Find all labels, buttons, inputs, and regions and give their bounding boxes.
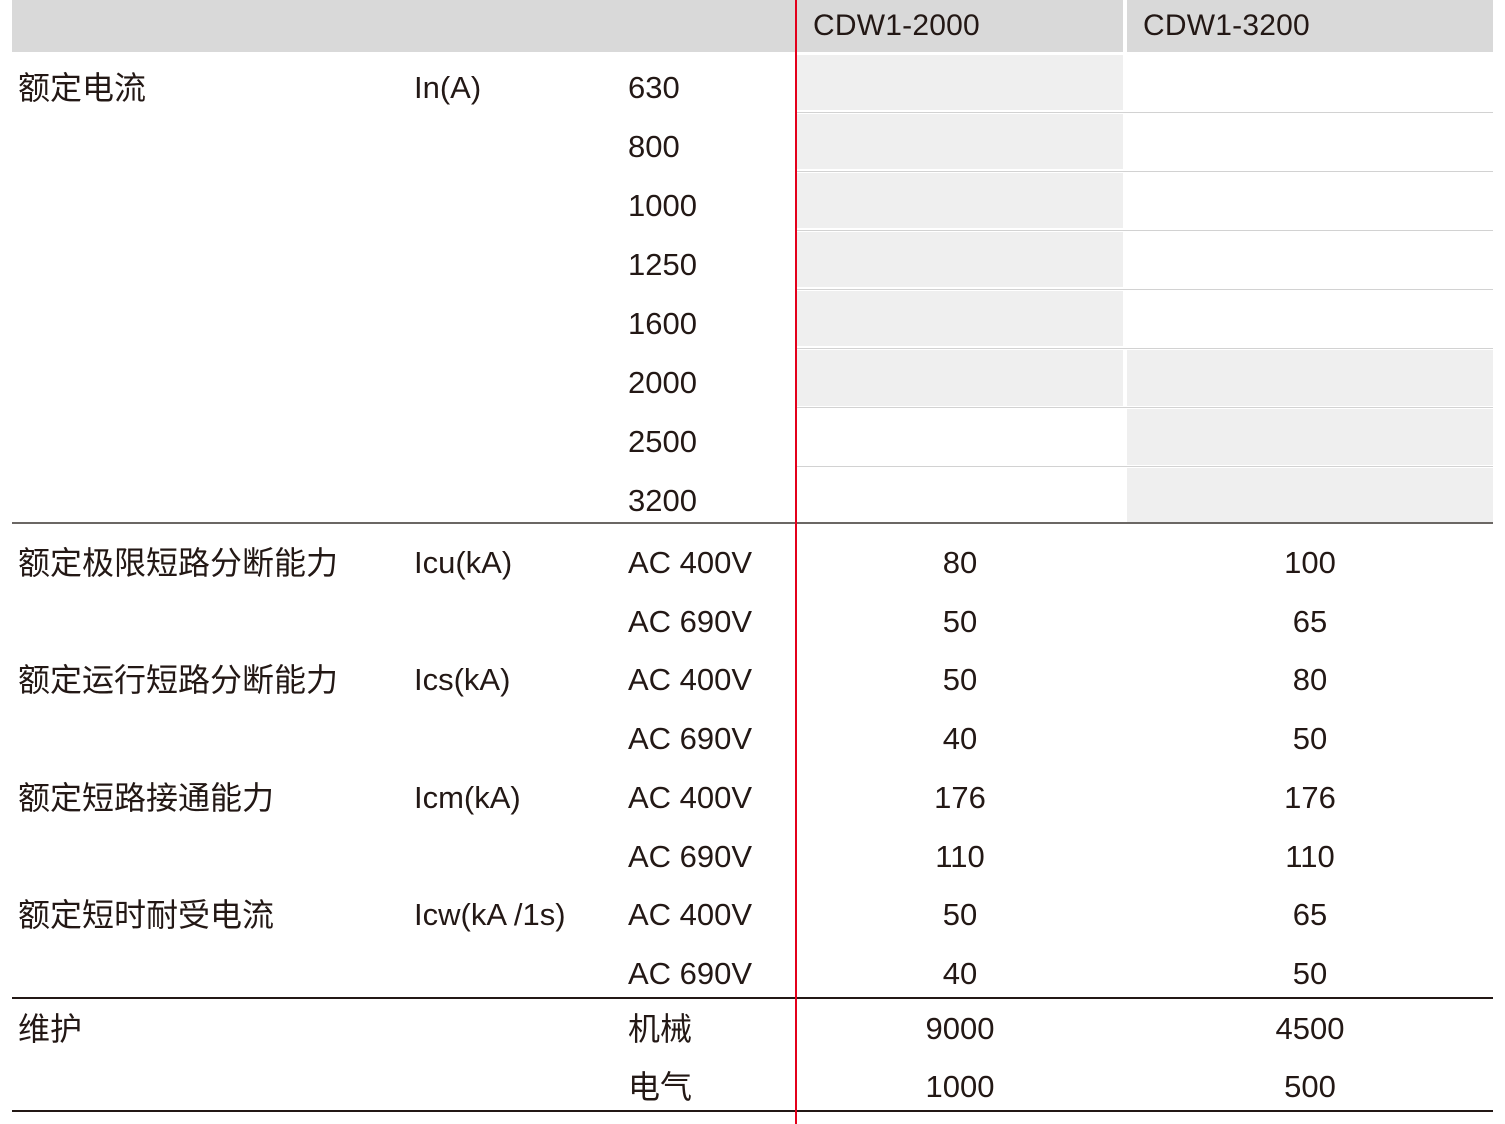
row-separator bbox=[797, 230, 1493, 231]
row-condition-2000: 2000 bbox=[628, 365, 697, 400]
column-header-cdw1-2000: CDW1-2000 bbox=[797, 0, 1123, 52]
row-condition-2500: 2500 bbox=[628, 424, 697, 459]
row-unit-ics: Ics(kA) bbox=[414, 662, 511, 697]
availability-shade-2000-1250 bbox=[797, 232, 1123, 287]
section-divider-2 bbox=[12, 997, 1493, 999]
row-separator bbox=[797, 289, 1493, 290]
value-cdw1-2000-icm-400: 176 bbox=[934, 780, 986, 815]
row-unit-icu: Icu(kA) bbox=[414, 545, 513, 580]
value-cdw1-3200-icu-400: 100 bbox=[1284, 545, 1336, 580]
value-cdw1-2000-icw-400: 50 bbox=[942, 897, 978, 932]
availability-shade-2000-2000 bbox=[797, 350, 1123, 406]
row-separator bbox=[797, 466, 1493, 467]
row-condition-1600: 1600 bbox=[628, 306, 697, 341]
row-condition-icw-690: AC 690V bbox=[628, 956, 753, 991]
row-condition-630: 630 bbox=[628, 70, 680, 105]
row-separator bbox=[797, 171, 1493, 172]
row-label-ics: 额定运行短路分断能力 bbox=[18, 662, 339, 698]
value-cdw1-2000-electrical: 1000 bbox=[925, 1069, 995, 1104]
row-separator bbox=[797, 407, 1493, 408]
row-separator bbox=[797, 112, 1493, 113]
availability-shade-2000-1000 bbox=[797, 173, 1123, 228]
row-condition-ics-400: AC 400V bbox=[628, 662, 753, 697]
row-unit-icw: Icw(kA /1s) bbox=[414, 897, 566, 932]
value-cdw1-3200-icw-400: 65 bbox=[1292, 897, 1328, 932]
availability-shade-2000-630 bbox=[797, 55, 1123, 110]
value-cdw1-2000-icu-400: 80 bbox=[942, 545, 978, 580]
availability-shade-2000-800 bbox=[797, 114, 1123, 169]
row-condition-1000: 1000 bbox=[628, 188, 697, 223]
value-cdw1-2000-icw-690: 40 bbox=[942, 956, 978, 991]
availability-shade-3200-3200 bbox=[1127, 468, 1493, 522]
row-condition-icu-400: AC 400V bbox=[628, 545, 753, 580]
row-label-icm: 额定短路接通能力 bbox=[18, 780, 275, 816]
value-cdw1-2000-ics-400: 50 bbox=[942, 662, 978, 697]
value-cdw1-3200-ics-690: 50 bbox=[1292, 721, 1328, 756]
row-condition-icu-690: AC 690V bbox=[628, 604, 753, 639]
row-unit-icm: Icm(kA) bbox=[414, 780, 521, 815]
row-condition-ics-690: AC 690V bbox=[628, 721, 753, 756]
row-condition-3200: 3200 bbox=[628, 483, 697, 518]
row-label-icu: 额定极限短路分断能力 bbox=[18, 545, 339, 581]
value-cdw1-3200-ics-400: 80 bbox=[1292, 662, 1328, 697]
availability-shade-2000-1600 bbox=[797, 291, 1123, 346]
row-unit-rated-current: In(A) bbox=[414, 70, 482, 105]
row-condition-electrical: 电气 bbox=[628, 1069, 693, 1105]
value-cdw1-2000-ics-690: 40 bbox=[942, 721, 978, 756]
row-label-icw: 额定短时耐受电流 bbox=[18, 897, 275, 933]
red-accent-rule bbox=[795, 0, 797, 1124]
table-bottom-rule bbox=[12, 1110, 1493, 1112]
availability-shade-3200-2500 bbox=[1127, 409, 1493, 465]
row-condition-800: 800 bbox=[628, 129, 680, 164]
row-label-rated-current: 额定电流 bbox=[18, 70, 147, 106]
value-cdw1-3200-icu-690: 65 bbox=[1292, 604, 1328, 639]
value-cdw1-3200-mechanical: 4500 bbox=[1275, 1011, 1345, 1046]
row-condition-mechanical: 机械 bbox=[628, 1011, 693, 1047]
value-cdw1-3200-icm-690: 110 bbox=[1285, 839, 1335, 874]
column-header-cdw1-3200: CDW1-3200 bbox=[1127, 0, 1493, 52]
row-separator bbox=[797, 348, 1493, 349]
row-condition-icm-400: AC 400V bbox=[628, 780, 753, 815]
availability-shade-3200-2000 bbox=[1127, 350, 1493, 406]
row-condition-icm-690: AC 690V bbox=[628, 839, 753, 874]
value-cdw1-3200-icm-400: 176 bbox=[1284, 780, 1336, 815]
value-cdw1-2000-icu-690: 50 bbox=[942, 604, 978, 639]
section-divider-1 bbox=[12, 522, 1493, 524]
value-cdw1-2000-mechanical: 9000 bbox=[925, 1011, 995, 1046]
value-column-gutter bbox=[1123, 52, 1127, 522]
value-cdw1-3200-electrical: 500 bbox=[1284, 1069, 1336, 1104]
row-condition-1250: 1250 bbox=[628, 247, 697, 282]
row-label-maintenance: 维护 bbox=[18, 1011, 83, 1047]
value-cdw1-3200-icw-690: 50 bbox=[1292, 956, 1328, 991]
row-condition-icw-400: AC 400V bbox=[628, 897, 753, 932]
value-cdw1-2000-icm-690: 110 bbox=[935, 839, 985, 874]
header-column-gap bbox=[1123, 0, 1127, 52]
